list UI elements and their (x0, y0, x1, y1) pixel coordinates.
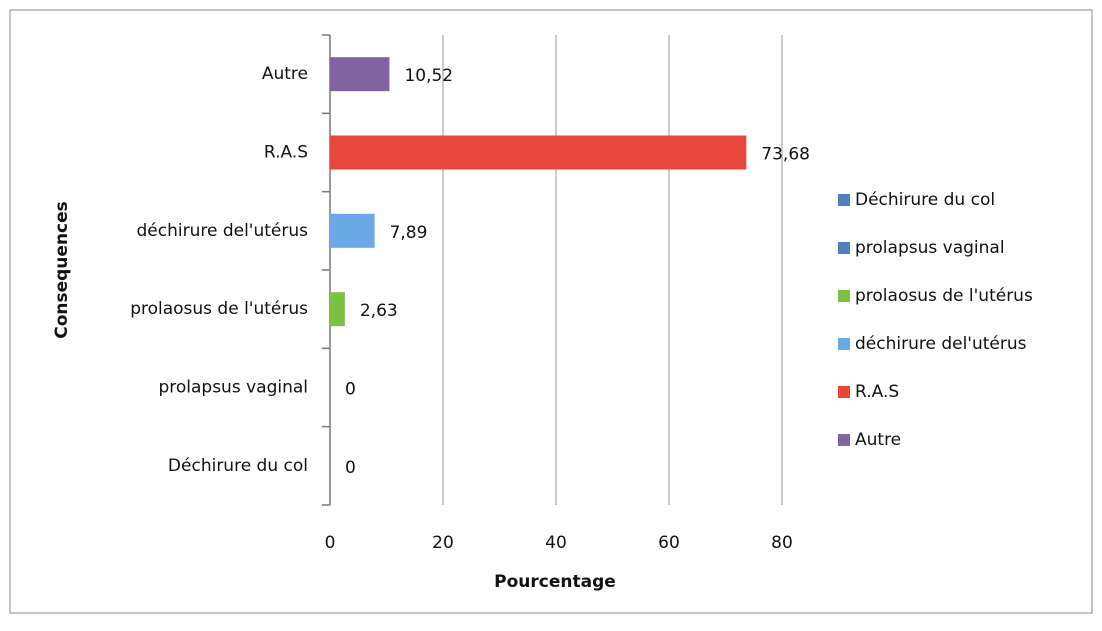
x-axis-label: Pourcentage (494, 572, 616, 592)
data-label: 0 (345, 380, 356, 400)
legend-swatch (838, 386, 850, 398)
y-tick-label: R.A.S (264, 143, 308, 163)
legend-swatch (838, 194, 850, 206)
y-tick-label: Déchirure du col (168, 456, 308, 476)
bar (330, 135, 747, 170)
legend-label: Autre (855, 430, 901, 450)
y-tick-label: prolaosus de l'utérus (130, 299, 308, 319)
bar (330, 292, 345, 327)
legend-swatch (838, 242, 850, 254)
y-tick-label: déchirure del'utérus (136, 221, 308, 241)
x-tick-label: 80 (771, 533, 793, 553)
legend-swatch (838, 338, 850, 350)
data-label: 7,89 (390, 223, 428, 243)
data-label: 73,68 (761, 145, 810, 165)
legend-label: Déchirure du col (855, 190, 995, 210)
legend-swatch (838, 434, 850, 446)
x-tick-label: 60 (658, 533, 680, 553)
x-tick-label: 0 (325, 533, 336, 553)
legend-label: R.A.S (855, 382, 899, 402)
x-tick-label: 40 (545, 533, 567, 553)
chart-frame (9, 9, 1093, 614)
legend-label: prolaosus de l'utérus (855, 286, 1033, 306)
y-tick-label: Autre (262, 64, 308, 84)
legend-label: déchirure del'utérus (855, 334, 1027, 354)
data-label: 10,52 (404, 66, 453, 86)
bar (330, 57, 390, 92)
data-label: 0 (345, 458, 356, 478)
y-axis-label: Consequences (52, 201, 72, 339)
data-label: 2,63 (360, 301, 398, 321)
x-tick-label: 20 (432, 533, 454, 553)
y-tick-label: prolapsus vaginal (158, 378, 308, 398)
legend-label: prolapsus vaginal (855, 238, 1005, 258)
legend-swatch (838, 290, 850, 302)
bar (330, 213, 375, 248)
